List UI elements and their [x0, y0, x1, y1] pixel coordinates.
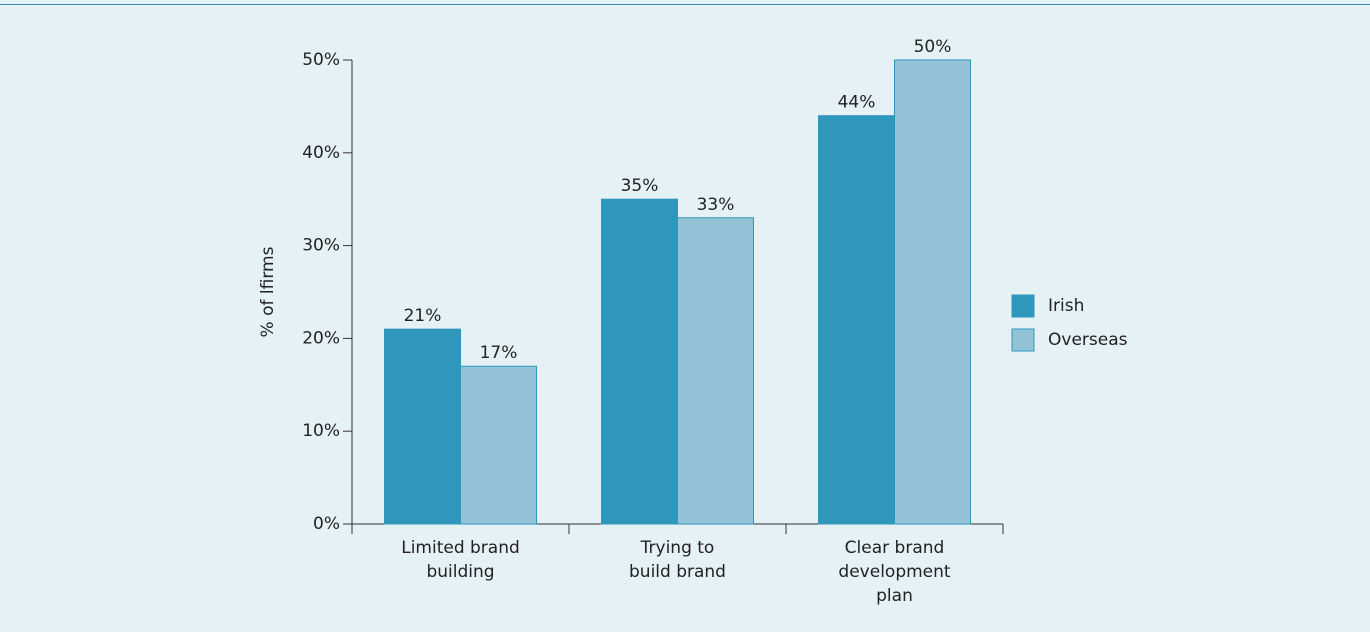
y-tick-label: 40% [302, 143, 340, 163]
value-label: 21% [404, 306, 442, 326]
legend-label: Irish [1048, 296, 1084, 316]
bar [601, 198, 678, 525]
x-tick-label: Limited brand building [401, 538, 520, 582]
value-label: 35% [621, 176, 659, 196]
bar [894, 59, 971, 525]
value-label: 50% [914, 37, 952, 57]
y-tick-label: 20% [302, 328, 340, 348]
y-axis-label: % of lfirms [258, 246, 278, 337]
bar [460, 365, 537, 525]
value-label: 17% [480, 343, 518, 363]
legend-swatch [1011, 328, 1035, 352]
top-border [0, 4, 1370, 5]
y-tick-label: 30% [302, 236, 340, 256]
value-label: 33% [697, 195, 735, 215]
x-tick-label: Clear brand development plan [838, 538, 951, 606]
x-tick-label: Trying to build brand [629, 538, 726, 582]
legend-swatch [1011, 294, 1035, 318]
y-tick-label: 10% [302, 421, 340, 441]
bar [818, 115, 895, 525]
bar [677, 217, 754, 525]
y-tick-label: 0% [313, 514, 340, 534]
bar [384, 328, 461, 525]
value-label: 44% [838, 93, 876, 113]
y-tick-label: 50% [302, 50, 340, 70]
legend-label: Overseas [1048, 330, 1128, 350]
